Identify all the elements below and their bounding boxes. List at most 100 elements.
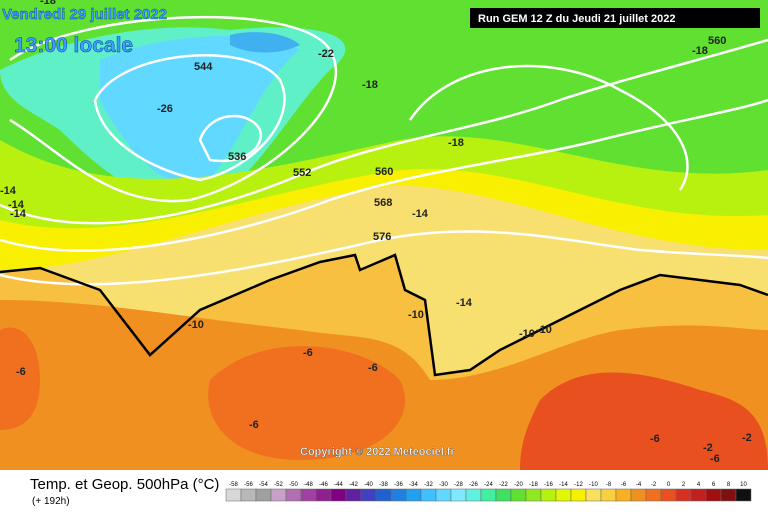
contour-label: -6 — [710, 453, 720, 465]
legend-value: 2 — [682, 482, 686, 488]
contour-label: -10 — [188, 319, 204, 331]
legend-value: 0 — [667, 482, 671, 488]
contour-label: -14 — [8, 199, 25, 211]
legend-value: -30 — [439, 482, 448, 488]
legend-swatch — [495, 488, 512, 502]
legend-value: -46 — [319, 482, 328, 488]
legend-swatch — [375, 488, 392, 502]
contour-label: 560 — [708, 35, 726, 47]
legend-swatch — [570, 488, 587, 502]
legend-value: -42 — [349, 482, 358, 488]
legend-value: -2 — [651, 482, 657, 488]
legend-value: -44 — [334, 482, 343, 488]
legend-swatch — [645, 488, 662, 502]
legend-value: -56 — [244, 482, 253, 488]
legend-value: -38 — [379, 482, 388, 488]
zone-red — [520, 372, 768, 470]
legend-value: 8 — [727, 482, 731, 488]
legend-value: -24 — [484, 482, 493, 488]
contour-label: -6 — [650, 433, 660, 445]
contour — [0, 38, 768, 225]
geopotential-contours — [0, 15, 768, 286]
legend-value: -48 — [304, 482, 313, 488]
legend-swatch — [480, 488, 497, 502]
legend-swatch — [330, 488, 347, 502]
contour-label: -6 — [368, 362, 378, 374]
legend-swatch — [600, 488, 617, 502]
contour-label: -26 — [157, 103, 173, 115]
contour-label: -10 — [536, 324, 552, 336]
contour-label: -10 — [408, 309, 424, 321]
legend-value: -52 — [274, 482, 283, 488]
legend-swatch — [255, 488, 272, 502]
legend-value: -16 — [544, 482, 553, 488]
legend-swatch — [435, 488, 452, 502]
legend-swatch — [405, 488, 422, 502]
legend-value: -6 — [621, 482, 627, 488]
legend-swatch — [420, 488, 437, 502]
valid-date: Vendredi 29 juillet 2022 — [2, 6, 167, 23]
legend-swatch — [720, 488, 737, 502]
zone-deep-blue — [230, 32, 300, 53]
legend-swatch — [300, 488, 317, 502]
contour-label: -18 — [448, 137, 464, 149]
legend-swatch — [450, 488, 467, 502]
contour-label: 552 — [293, 167, 311, 179]
legend-swatch — [630, 488, 647, 502]
legend-swatch — [390, 488, 407, 502]
contour — [198, 114, 262, 163]
zone-blue — [100, 36, 300, 190]
legend-swatch — [675, 488, 692, 502]
copyright: Copyright © 2022 Meteociel.fr — [300, 446, 456, 458]
legend-swatch — [705, 488, 722, 502]
legend-value: 4 — [697, 482, 701, 488]
valid-time: 13:00 locale — [14, 34, 133, 57]
isotherm-minus-10 — [0, 253, 768, 377]
contour-label: -18 — [692, 45, 708, 57]
legend-swatch — [585, 488, 602, 502]
contour-label: -22 — [318, 48, 334, 60]
footer-range: (+ 192h) — [32, 496, 70, 507]
legend-value: -40 — [364, 482, 373, 488]
legend-swatch — [540, 488, 557, 502]
contour-label: -2 — [703, 442, 713, 454]
legend-value: -36 — [394, 482, 403, 488]
run-box — [470, 8, 760, 28]
contour-label: -18 — [362, 79, 378, 91]
legend-value: -28 — [454, 482, 463, 488]
legend-value: -54 — [259, 482, 268, 488]
zone-orange-dark — [0, 327, 40, 430]
legend-swatch — [510, 488, 527, 502]
contour-label: 576 — [373, 231, 391, 243]
legend-value: -26 — [469, 482, 478, 488]
legend-swatch — [525, 488, 542, 502]
legend-value: -14 — [559, 482, 568, 488]
color-legend: -58 -56 -54 -52 -50 -48 -46 -44 -42 -40 -38 -36 -34-… — [225, 482, 752, 502]
contour-label: -14 — [456, 297, 473, 309]
legend-swatch — [735, 488, 752, 502]
legend-swatch — [690, 488, 707, 502]
contour-label: -6 — [303, 347, 313, 359]
legend-value: 6 — [712, 482, 716, 488]
contour-label: 544 — [194, 61, 213, 73]
legend-value: -18 — [529, 482, 538, 488]
legend-value: -34 — [409, 482, 418, 488]
legend-value: -58 — [229, 482, 238, 488]
legend-value: -20 — [514, 482, 523, 488]
legend-swatch — [465, 488, 482, 502]
legend-value: -12 — [574, 482, 583, 488]
legend-swatch — [285, 488, 302, 502]
contour-label: -6 — [249, 419, 259, 431]
legend-swatch — [270, 488, 287, 502]
contour-label: -14 — [412, 208, 429, 220]
legend-swatch — [555, 488, 572, 502]
contour-label: 560 — [375, 166, 393, 178]
run-info: Run GEM 12 Z du Jeudi 21 juillet 2022 — [478, 13, 675, 25]
legend-swatch — [660, 488, 677, 502]
legend-swatch — [615, 488, 632, 502]
legend-swatch — [360, 488, 377, 502]
contour-label: -2 — [742, 432, 752, 444]
legend-swatch — [225, 488, 242, 502]
